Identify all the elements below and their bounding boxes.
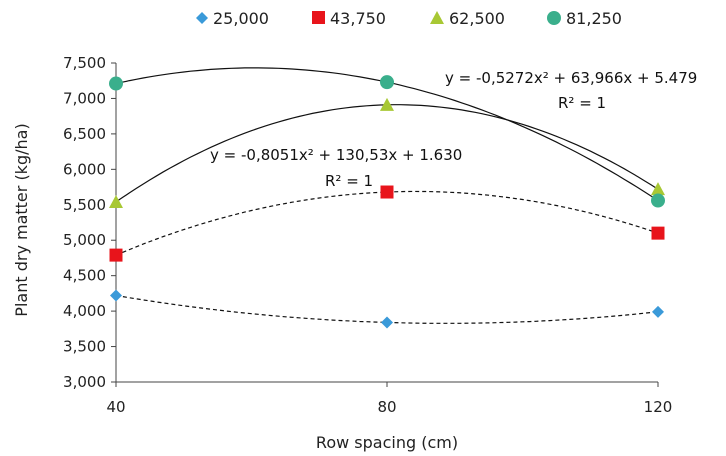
legend-marker-diamond — [196, 12, 208, 24]
data-point-circle — [380, 75, 394, 90]
data-point-square — [380, 185, 394, 199]
annotation-2: y = -0,8051x² + 130,53x + 1.630 R² = 1 — [210, 146, 462, 190]
legend-marker-circle — [547, 11, 561, 25]
y-tick-label: 4,000 — [63, 302, 106, 320]
annotation-1: y = -0,5272x² + 63,966x + 5.479 R² = 1 — [445, 69, 697, 112]
legend-marker-triangle — [430, 11, 444, 24]
trend-equation: y = -0,5272x² + 63,966x + 5.479 — [445, 69, 697, 87]
x-axis-title: Row spacing (cm) — [316, 433, 458, 452]
legend-label: 25,000 — [213, 9, 269, 28]
data-points — [109, 75, 665, 329]
data-point-triangle — [109, 194, 123, 208]
x-tick-label: 40 — [106, 398, 125, 416]
trend-r2: R² = 1 — [558, 94, 606, 112]
data-point-square — [651, 226, 665, 240]
y-tick-label: 3,000 — [63, 373, 106, 391]
y-tick-label: 5,500 — [63, 196, 106, 214]
y-tick-label: 7,500 — [63, 54, 106, 72]
legend-item: 43,750 — [312, 9, 386, 28]
y-axis-title: Plant dry matter (kg/ha) — [12, 123, 31, 316]
y-tick-label: 6,000 — [63, 160, 106, 178]
legend: 25,000 43,750 62,500 81,250 — [196, 9, 622, 28]
data-point-diamond — [110, 289, 122, 302]
legend-marker-square — [312, 11, 325, 24]
y-tick-label: 6,500 — [63, 125, 106, 143]
data-point-diamond — [652, 305, 664, 318]
data-point-triangle — [651, 182, 665, 196]
y-tick-label: 7,000 — [63, 89, 106, 107]
data-point-circle — [109, 76, 123, 91]
data-point-square — [109, 248, 123, 262]
legend-item: 81,250 — [547, 9, 622, 28]
x-tick-label: 120 — [644, 398, 673, 416]
legend-label: 62,500 — [449, 9, 505, 28]
legend-label: 43,750 — [330, 9, 386, 28]
data-point-diamond — [381, 316, 393, 329]
y-tick-label: 5,000 — [63, 231, 106, 249]
axes: 3,000 3,500 4,000 4,500 5,000 5,500 6,000 6,500… — [63, 54, 672, 416]
trendline — [115, 190, 659, 256]
y-tick-label: 4,500 — [63, 267, 106, 285]
legend-item: 25,000 — [196, 9, 269, 28]
legend-label: 81,250 — [566, 9, 622, 28]
legend-item: 62,500 — [430, 9, 505, 28]
y-tick-label: 3,500 — [63, 338, 106, 356]
trend-equation: y = -0,8051x² + 130,53x + 1.630 — [210, 146, 462, 164]
data-point-circle — [651, 193, 665, 208]
trend-r2: R² = 1 — [325, 172, 373, 190]
data-point-triangle — [380, 97, 394, 111]
trendline — [115, 294, 659, 324]
x-tick-label: 80 — [377, 398, 396, 416]
